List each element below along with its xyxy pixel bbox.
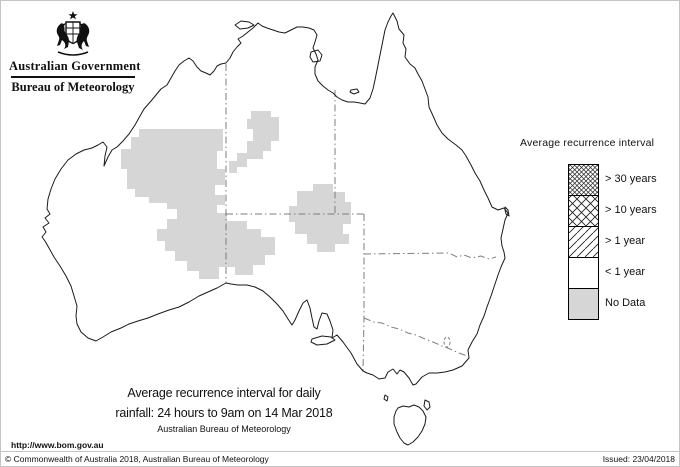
border-act <box>443 336 451 348</box>
legend-label-lt1y: < 1 year <box>605 266 646 278</box>
islands <box>234 20 510 446</box>
border-nsw-vic <box>363 317 468 357</box>
no-data-region-north <box>229 111 279 173</box>
legend-swatch-lt1y <box>568 257 599 289</box>
bom-url: http://www.bom.gov.au <box>11 440 104 450</box>
island-king <box>383 394 389 402</box>
island-melville <box>234 20 255 30</box>
logo-divider <box>11 76 135 78</box>
legend-swatch-gt1y <box>568 226 599 258</box>
no-data-region-east <box>289 184 351 252</box>
border-141e <box>362 214 365 372</box>
island-mornington <box>349 88 360 95</box>
agency-title: Bureau of Meteorology <box>11 79 135 94</box>
coastline-mainland <box>41 12 509 386</box>
island-kangaroo <box>310 335 336 346</box>
legend-label-gt10y: > 10 years <box>605 204 657 216</box>
legend-label-nodata: No Data <box>605 297 646 309</box>
legend-swatch-gt10y <box>568 195 599 227</box>
legend-swatch-nodata <box>568 288 599 320</box>
australia-map <box>41 12 599 446</box>
caption-line2: rainfall: 24 hours to 9am on 14 Mar 2018 <box>115 406 333 420</box>
coat-of-arms-icon <box>56 11 90 56</box>
no-data-region-west <box>121 129 275 279</box>
legend-label-gt30y: > 30 years <box>605 173 657 185</box>
government-title: Australian Government <box>9 59 141 73</box>
footer-bar: © Commonwealth of Australia 2018, Austra… <box>1 451 679 466</box>
map-caption: Average recurrence interval for daily ra… <box>44 386 404 434</box>
island-fraser <box>504 206 510 217</box>
caption-line3: Australian Bureau of Meteorology <box>157 424 291 434</box>
issued-date: Issued: 23/04/2018 <box>602 454 675 464</box>
legend-swatch-gt30y <box>568 164 599 196</box>
island-tasmania <box>393 404 427 446</box>
no-data-regions <box>121 111 351 279</box>
island-flinders <box>423 399 431 411</box>
copyright-text: © Commonwealth of Australia 2018, Austra… <box>5 454 269 464</box>
legend-label-gt1y: > 1 year <box>605 235 646 247</box>
bom-logo: Australian Government Bureau of Meteorol… <box>9 9 141 95</box>
state-borders <box>225 64 497 372</box>
legend-title: Average recurrence interval <box>520 137 655 149</box>
legend-swatches <box>568 164 599 320</box>
caption-line1: Average recurrence interval for daily <box>127 386 321 400</box>
border-qld-nsw <box>363 252 497 260</box>
island-groote <box>309 49 323 63</box>
